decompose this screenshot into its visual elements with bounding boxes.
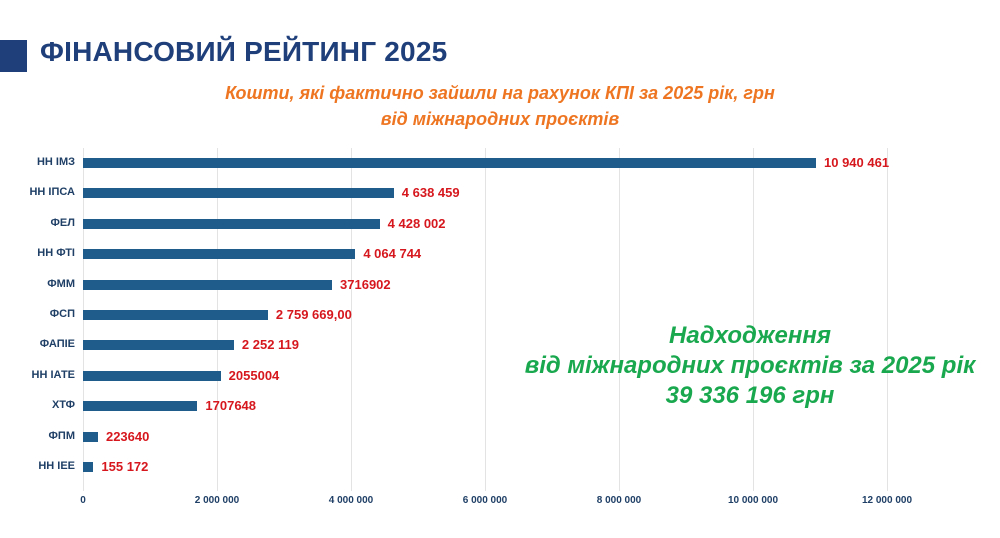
gridline (887, 148, 888, 491)
x-tick-label: 10 000 000 (727, 495, 779, 506)
bar (83, 370, 221, 381)
bar-row: НН ІПСА 4 638 459 (29, 178, 1000, 208)
category-label: ФММ (47, 277, 75, 290)
bar-row: НН ІАТЕ 2055004 (32, 361, 1000, 391)
summary-line2: від міжнародних проєктів за 2025 рік (524, 352, 976, 379)
summary-total: 39 336 196 грн (665, 382, 835, 409)
category-label: НН ІАТЕ (31, 368, 75, 381)
category-label: ФПМ (48, 429, 75, 442)
bar (83, 340, 234, 351)
value-label: 2 252 119 (241, 337, 300, 353)
value-label: 223640 (105, 428, 150, 444)
x-tick-label: 4 000 000 (328, 495, 374, 506)
bar-row: НН ІЕЕ 155 172 (38, 452, 1000, 482)
category-label: ФСП (49, 308, 75, 320)
bar (83, 279, 333, 290)
bar-row: ФПМ 223640 (49, 422, 1000, 452)
category-label: ХТФ (51, 399, 75, 412)
bar-row: НН ФТІ 4 064 744 (37, 239, 1000, 269)
bar-row: ФММ 3716902 (47, 270, 1000, 300)
value-label: 2 759 669,00 (275, 307, 352, 322)
chart-subtitle-line2: від міжнародних проєктів (380, 109, 620, 129)
bar (83, 462, 94, 472)
gridline (485, 148, 486, 491)
value-label: 4 428 002 (387, 215, 446, 231)
gridline (753, 148, 754, 491)
category-label: НН ФТІ (37, 247, 75, 260)
bar (83, 401, 198, 412)
bar-row: НН ІМЗ 10 940 461 (37, 148, 1000, 178)
bar (83, 218, 380, 229)
value-label: 4 064 744 (363, 246, 422, 262)
x-tick-label: 2 000 000 (194, 495, 240, 506)
bar (83, 158, 816, 168)
bar-row: ХТФ 1707648 (52, 391, 1000, 421)
bar-row: ФЕЛ 4 428 002 (51, 209, 1000, 239)
category-label: ФАПІЕ (39, 338, 75, 351)
category-label: НН ІМЗ (36, 156, 75, 168)
category-label: ФЕЛ (50, 216, 75, 229)
bar (83, 188, 394, 199)
value-label: 1707648 (205, 398, 257, 414)
bar-chart-plot: НН ІМЗ 10 940 461 НН ІПСА 4 638 459 ФЕЛ 4 428… (29, 148, 889, 491)
gridline (351, 148, 352, 491)
x-tick-label: 8 000 000 (596, 495, 642, 506)
title-accent-square (0, 40, 27, 72)
x-tick-label: 0 (80, 495, 86, 506)
category-label: НН ІПСА (29, 186, 75, 199)
bar-row: ФАПІЕ 2 252 119 (40, 330, 1000, 360)
category-label: НН ІЕЕ (38, 460, 75, 472)
bar-row: ФСП 2 759 669,00 (50, 300, 1000, 330)
gridline (619, 148, 620, 491)
value-label: 10 940 461 (824, 155, 890, 170)
bar (83, 310, 268, 320)
bar (83, 431, 98, 442)
bar (83, 249, 356, 260)
value-label: 2055004 (228, 367, 280, 383)
page-title: ФІНАНСОВИЙ РЕЙТИНГ 2025 (40, 36, 448, 67)
value-label: 4 638 459 (401, 185, 460, 201)
x-tick-label: 6 000 000 (462, 495, 508, 506)
chart-subtitle-line1: Кошти, які фактично зайшли на рахунок КП… (225, 83, 775, 103)
x-tick-label: 12 000 000 (861, 495, 913, 506)
value-label: 155 172 (101, 459, 149, 474)
summary-line1: Надходження (669, 322, 831, 349)
value-label: 3716902 (340, 276, 391, 292)
